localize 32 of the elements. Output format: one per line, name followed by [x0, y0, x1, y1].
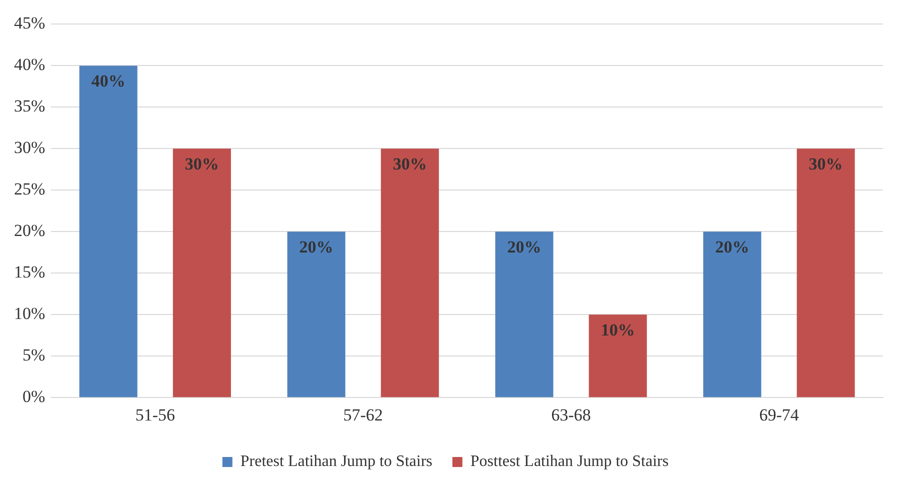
- bar: [703, 232, 762, 398]
- y-tick-label: 25%: [14, 180, 46, 199]
- data-label: 20%: [715, 238, 750, 257]
- bar: [796, 148, 855, 398]
- bar: [495, 232, 554, 398]
- x-tick-label: 57-62: [343, 405, 383, 424]
- x-tick-label: 69-74: [759, 405, 800, 424]
- legend-label: Posttest Latihan Jump to Stairs: [470, 453, 669, 470]
- bar: [287, 232, 346, 398]
- data-label: 40%: [91, 72, 126, 91]
- x-tick-label: 51-56: [135, 405, 175, 424]
- data-label: 20%: [299, 238, 334, 257]
- data-label: 30%: [184, 154, 219, 174]
- y-tick-label: 0%: [22, 387, 46, 406]
- bar: [172, 148, 231, 398]
- y-tick-label: 30%: [14, 138, 46, 158]
- bar: [79, 66, 138, 398]
- x-tick-label: 63-68: [551, 405, 591, 424]
- bar: [380, 148, 439, 398]
- y-tick-label: 15%: [14, 262, 46, 282]
- y-tick-label: 10%: [14, 304, 46, 324]
- data-label: 30%: [392, 154, 427, 174]
- y-tick-label: 20%: [14, 221, 46, 240]
- y-tick-label: 5%: [22, 346, 46, 365]
- y-tick-label: 45%: [14, 14, 46, 33]
- data-label: 10%: [600, 320, 635, 340]
- data-label: 30%: [808, 154, 843, 174]
- data-label: 20%: [507, 238, 542, 257]
- y-tick-label: 35%: [14, 96, 46, 116]
- bar: [588, 314, 647, 398]
- legend-label: Pretest Latihan Jump to Stairs: [240, 453, 432, 470]
- y-tick-label: 40%: [14, 55, 46, 74]
